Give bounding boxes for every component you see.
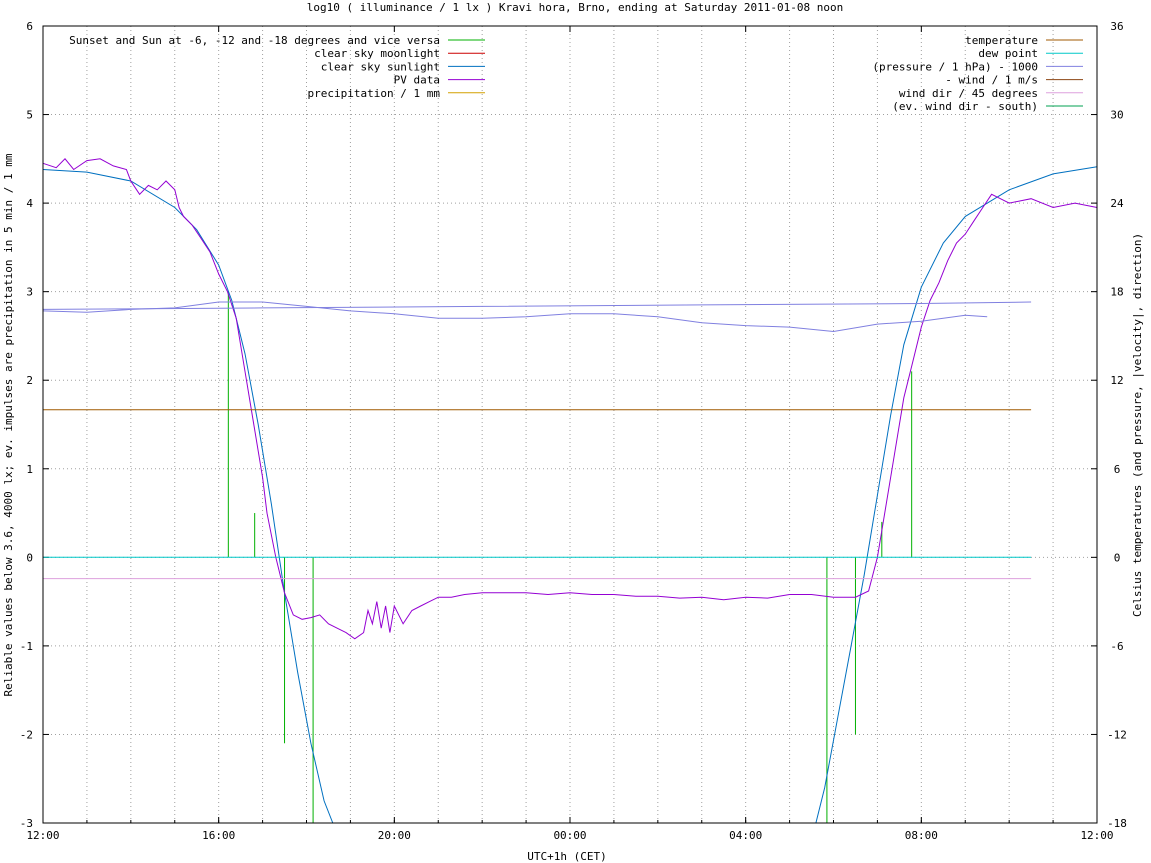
y-tick-label: 1	[26, 463, 33, 476]
y-tick-label: 3	[26, 286, 33, 299]
y2-tick-label: 12	[1110, 374, 1123, 387]
x-tick-label: 12:00	[1080, 829, 1113, 842]
series-line-3	[42, 158, 1098, 640]
legend-label: wind dir / 45 degrees	[899, 87, 1038, 100]
legend: Sunset and Sun at -6, -12 and -18 degree…	[69, 34, 1083, 113]
y2-tick-label: 24	[1110, 197, 1124, 210]
legend-label: (ev. wind dir - south)	[892, 100, 1038, 113]
x-tick-label: 04:00	[729, 829, 762, 842]
legend-label: dew point	[978, 47, 1038, 60]
chart-title: log10 ( illuminance / 1 lx ) Kravi hora,…	[307, 1, 843, 14]
x-axis-label: UTC+1h (CET)	[527, 850, 606, 863]
y-tick-label: 5	[26, 109, 33, 122]
y-tick-label: 0	[26, 551, 33, 564]
plot-frame	[42, 25, 1098, 824]
y-tick-label: 2	[26, 374, 33, 387]
y2-tick-label: 30	[1110, 109, 1123, 122]
x-tick-label: 00:00	[553, 829, 586, 842]
y2-axis-label: Celsius temperatures (and pressure, |vel…	[1131, 233, 1144, 617]
x-tick-label: 20:00	[378, 829, 411, 842]
legend-label: (pressure / 1 hPa) - 1000	[872, 60, 1038, 73]
y-tick-label: 4	[26, 197, 33, 210]
legend-label: precipitation / 1 mm	[308, 87, 441, 100]
legend-label: clear sky sunlight	[321, 60, 440, 73]
x-tick-label: 16:00	[202, 829, 235, 842]
legend-label: - wind / 1 m/s	[945, 74, 1038, 87]
legend-label: PV data	[394, 74, 440, 87]
legend-label: Sunset and Sun at -6, -12 and -18 degree…	[69, 34, 440, 47]
y-tick-label: -2	[20, 728, 33, 741]
legend-label: clear sky moonlight	[314, 47, 440, 60]
series-line-7	[42, 301, 988, 333]
y2-tick-label: -6	[1110, 640, 1123, 653]
y2-tick-label: 18	[1110, 286, 1123, 299]
x-tick-label: 12:00	[26, 829, 59, 842]
ticks: 12:00 16:00 20:00 00:00 04:00 08:00 12:00-3-2-…	[20, 20, 1127, 842]
y2-tick-label: -12	[1107, 728, 1127, 741]
x-tick-label: 08:00	[905, 829, 938, 842]
y2-tick-label: -18	[1107, 817, 1127, 830]
y-tick-label: 6	[26, 20, 33, 33]
y-tick-label: -1	[20, 640, 33, 653]
grid	[43, 26, 1097, 823]
y2-tick-label: 0	[1114, 551, 1121, 564]
series-line-11	[42, 301, 1032, 310]
y-axis-label: Reliable values below 3.6, 4000 lx; ev. …	[2, 153, 15, 696]
y2-tick-label: 36	[1110, 20, 1123, 33]
y-tick-label: -3	[20, 817, 33, 830]
y2-tick-label: 6	[1114, 463, 1121, 476]
legend-label: temperature	[965, 34, 1038, 47]
